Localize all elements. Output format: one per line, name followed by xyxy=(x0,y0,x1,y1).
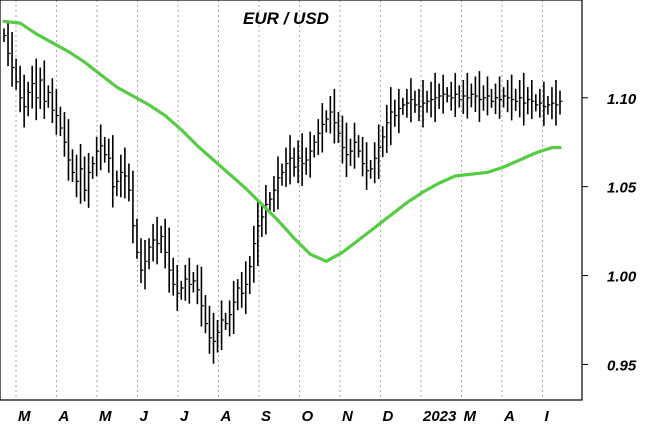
x-tick-label: 2023 xyxy=(422,408,457,425)
x-tick-label: D xyxy=(383,408,394,425)
y-tick-label: 0.95 xyxy=(607,357,637,374)
price-series xyxy=(3,21,563,364)
chart-title: EUR / USD xyxy=(243,9,329,28)
x-tick-label: J xyxy=(180,408,189,425)
x-tick-label: A xyxy=(503,408,515,425)
y-tick-label: 1.05 xyxy=(607,180,637,197)
x-tick-label: M xyxy=(99,408,112,425)
x-tick-label: S xyxy=(261,408,271,425)
x-tick-label: N xyxy=(342,408,354,425)
x-tick-label: A xyxy=(220,408,232,425)
moving-average-series xyxy=(2,19,562,263)
plot-frame xyxy=(0,0,583,401)
x-tick-label: M xyxy=(18,408,31,425)
moving-average-line xyxy=(2,19,562,263)
x-tick-label: O xyxy=(302,408,314,425)
x-tick-label: J xyxy=(140,408,149,425)
x-axis: M A M J J A S O N D 2023 M A I xyxy=(18,408,550,425)
y-tick-label: 1.10 xyxy=(607,91,637,108)
x-tick-label: I xyxy=(545,408,550,425)
x-tick-label: M xyxy=(464,408,477,425)
y-tick-label: 1.00 xyxy=(607,269,637,286)
x-tick-label: A xyxy=(58,408,70,425)
grid-lines xyxy=(15,0,543,400)
y-axis: 0.95 1.00 1.05 1.10 xyxy=(582,91,637,374)
